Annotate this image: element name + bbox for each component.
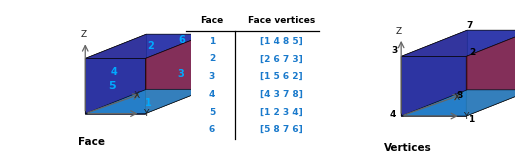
Text: 3: 3 <box>178 69 184 79</box>
Polygon shape <box>85 89 207 114</box>
Text: 8: 8 <box>456 91 463 100</box>
Text: Z: Z <box>80 30 87 39</box>
Text: 2: 2 <box>470 48 476 57</box>
Text: X: X <box>133 91 140 100</box>
Polygon shape <box>145 34 207 114</box>
Text: Y: Y <box>464 112 469 121</box>
Polygon shape <box>401 90 515 116</box>
Polygon shape <box>466 30 515 116</box>
Text: [2 6 7 3]: [2 6 7 3] <box>260 54 303 63</box>
Text: 5: 5 <box>109 81 116 91</box>
Text: 6: 6 <box>178 35 185 45</box>
Text: 1: 1 <box>209 37 215 46</box>
Text: 2: 2 <box>209 54 215 63</box>
Polygon shape <box>401 30 515 56</box>
Polygon shape <box>85 58 145 114</box>
Polygon shape <box>467 30 515 90</box>
Polygon shape <box>146 34 207 89</box>
Text: 2: 2 <box>147 41 154 51</box>
Text: 4: 4 <box>389 110 396 119</box>
Text: Face: Face <box>78 137 105 147</box>
Polygon shape <box>401 30 467 116</box>
Text: 7: 7 <box>466 21 473 30</box>
Text: 6: 6 <box>209 125 215 134</box>
Text: 3: 3 <box>391 46 398 55</box>
Text: [1 5 6 2]: [1 5 6 2] <box>260 72 302 81</box>
Text: 3: 3 <box>209 72 215 81</box>
Text: 5: 5 <box>209 108 215 117</box>
Text: Y: Y <box>143 109 148 118</box>
Polygon shape <box>401 56 466 116</box>
Text: [1 2 3 4]: [1 2 3 4] <box>260 108 303 117</box>
Text: [1 4 8 5]: [1 4 8 5] <box>260 37 303 46</box>
Text: [5 8 7 6]: [5 8 7 6] <box>260 125 303 134</box>
Text: 1: 1 <box>145 99 151 108</box>
Text: Vertices: Vertices <box>384 143 432 153</box>
Text: 4: 4 <box>209 90 215 99</box>
Polygon shape <box>85 34 207 58</box>
Text: [4 3 7 8]: [4 3 7 8] <box>260 90 303 99</box>
Text: 1: 1 <box>469 115 475 124</box>
Text: X: X <box>453 93 459 102</box>
Text: Face: Face <box>200 16 224 25</box>
Polygon shape <box>85 34 146 114</box>
Text: Face vertices: Face vertices <box>248 16 315 25</box>
Text: 4: 4 <box>110 67 117 77</box>
Text: Z: Z <box>396 27 402 36</box>
